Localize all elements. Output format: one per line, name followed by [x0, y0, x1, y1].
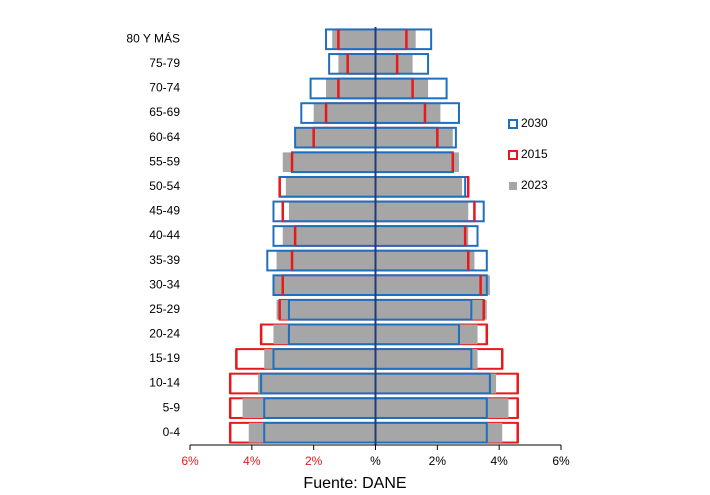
bar [313, 103, 376, 123]
y-tick-label: 45-49 [149, 204, 180, 218]
x-tick-label: 4% [243, 454, 261, 468]
source-note: Fuente: DANE [303, 475, 406, 492]
bar [375, 299, 487, 320]
bar [273, 275, 376, 296]
y-tick-label: 0-4 [163, 425, 181, 439]
bar [295, 127, 376, 148]
y-tick-label: 75-79 [149, 56, 180, 70]
y-tick-label: 10-14 [149, 376, 180, 390]
bar [375, 152, 459, 173]
legend-swatch [508, 119, 518, 129]
bar [282, 152, 376, 173]
bar [276, 250, 376, 271]
legend-swatch [509, 182, 517, 190]
bar [332, 29, 376, 50]
bar [248, 422, 376, 443]
bar [375, 250, 475, 271]
bar [375, 201, 469, 222]
y-tick-label: 65-69 [149, 105, 180, 119]
bar [375, 324, 478, 345]
y-tick-label: 70-74 [149, 81, 180, 95]
bar [264, 349, 376, 369]
bar [285, 176, 376, 197]
legend-label: 2015 [521, 147, 548, 161]
bar [288, 201, 376, 222]
legend-label: 2030 [521, 116, 548, 130]
bar [375, 176, 463, 197]
bar [338, 54, 376, 74]
y-tick-label: 5-9 [163, 400, 181, 414]
bar [375, 349, 478, 369]
bar [375, 78, 429, 99]
bar [282, 226, 376, 246]
x-tick-label: 6% [552, 454, 570, 468]
legend-label: 2023 [521, 178, 548, 192]
y-tick-label: 60-64 [149, 130, 180, 144]
y-tick-label: 55-59 [149, 154, 180, 168]
bar [375, 29, 416, 50]
bar [326, 78, 376, 99]
bar [375, 275, 490, 296]
y-tick-label: 35-39 [149, 253, 180, 267]
bar [242, 398, 376, 418]
bar [375, 226, 469, 246]
y-tick-label: 25-29 [149, 302, 180, 316]
bar [375, 54, 413, 74]
x-tick-label: 2% [305, 454, 323, 468]
bar [276, 299, 376, 320]
bar [375, 103, 441, 123]
y-tick-label: 50-54 [149, 179, 180, 193]
y-tick-label: 40-44 [149, 228, 180, 242]
y-tick-label: 15-19 [149, 351, 180, 365]
bar [258, 373, 376, 394]
y-tick-label: 30-34 [149, 277, 180, 291]
bar [375, 398, 509, 418]
bar [375, 422, 503, 443]
bar [375, 127, 453, 148]
x-tick-label: 4% [490, 454, 508, 468]
bar [375, 373, 497, 394]
y-tick-label: 80 Y MÁS [126, 30, 180, 45]
x-tick-label: 2% [429, 454, 447, 468]
y-tick-label: 20-24 [149, 327, 180, 341]
legend-swatch [508, 150, 518, 160]
x-tick-label: 6% [181, 454, 199, 468]
bar [273, 324, 376, 345]
x-tick-label: % [370, 454, 381, 468]
